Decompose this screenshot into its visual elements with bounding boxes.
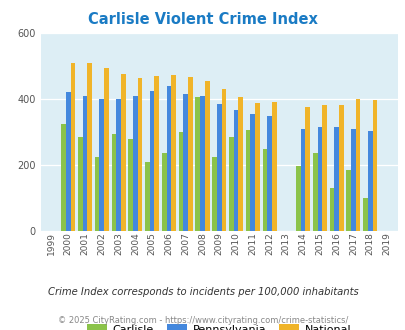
Bar [104, 68, 109, 231]
Bar [333, 127, 338, 231]
Bar [87, 63, 92, 231]
Bar [266, 116, 271, 231]
Bar [154, 76, 159, 231]
Bar [171, 75, 175, 231]
Bar [183, 94, 188, 231]
Bar [149, 91, 154, 231]
Bar [94, 157, 99, 231]
Bar [295, 166, 300, 231]
Bar [250, 114, 254, 231]
Bar [70, 63, 75, 231]
Bar [137, 78, 142, 231]
Bar [216, 104, 221, 231]
Bar [305, 107, 309, 231]
Bar [345, 170, 350, 231]
Bar [111, 134, 116, 231]
Bar [200, 96, 204, 231]
Bar [178, 132, 183, 231]
Bar [329, 188, 333, 231]
Bar [78, 137, 83, 231]
Bar [362, 198, 367, 231]
Bar [145, 162, 149, 231]
Bar [228, 137, 233, 231]
Bar [262, 149, 266, 231]
Bar [322, 105, 326, 231]
Bar [221, 89, 226, 231]
Bar [66, 92, 70, 231]
Bar [238, 97, 243, 231]
Bar [61, 124, 66, 231]
Bar [312, 153, 317, 231]
Bar [372, 100, 376, 231]
Bar [133, 96, 137, 231]
Bar [338, 105, 343, 231]
Bar [245, 130, 250, 231]
Bar [271, 102, 276, 231]
Bar [99, 99, 104, 231]
Bar [350, 129, 355, 231]
Bar [204, 81, 209, 231]
Bar [83, 96, 87, 231]
Text: © 2025 CityRating.com - https://www.cityrating.com/crime-statistics/: © 2025 CityRating.com - https://www.city… [58, 315, 347, 325]
Bar [195, 97, 200, 231]
Bar [166, 86, 171, 231]
Bar [188, 77, 192, 231]
Bar [233, 110, 238, 231]
Bar [254, 103, 259, 231]
Bar [116, 99, 121, 231]
Bar [128, 139, 133, 231]
Bar [162, 153, 166, 231]
Bar [300, 129, 305, 231]
Bar [121, 74, 125, 231]
Text: Crime Index corresponds to incidents per 100,000 inhabitants: Crime Index corresponds to incidents per… [47, 287, 358, 297]
Bar [355, 99, 360, 231]
Bar [317, 127, 322, 231]
Text: Carlisle Violent Crime Index: Carlisle Violent Crime Index [88, 12, 317, 26]
Bar [212, 157, 216, 231]
Bar [367, 131, 372, 231]
Legend: Carlisle, Pennsylvania, National: Carlisle, Pennsylvania, National [82, 320, 355, 330]
